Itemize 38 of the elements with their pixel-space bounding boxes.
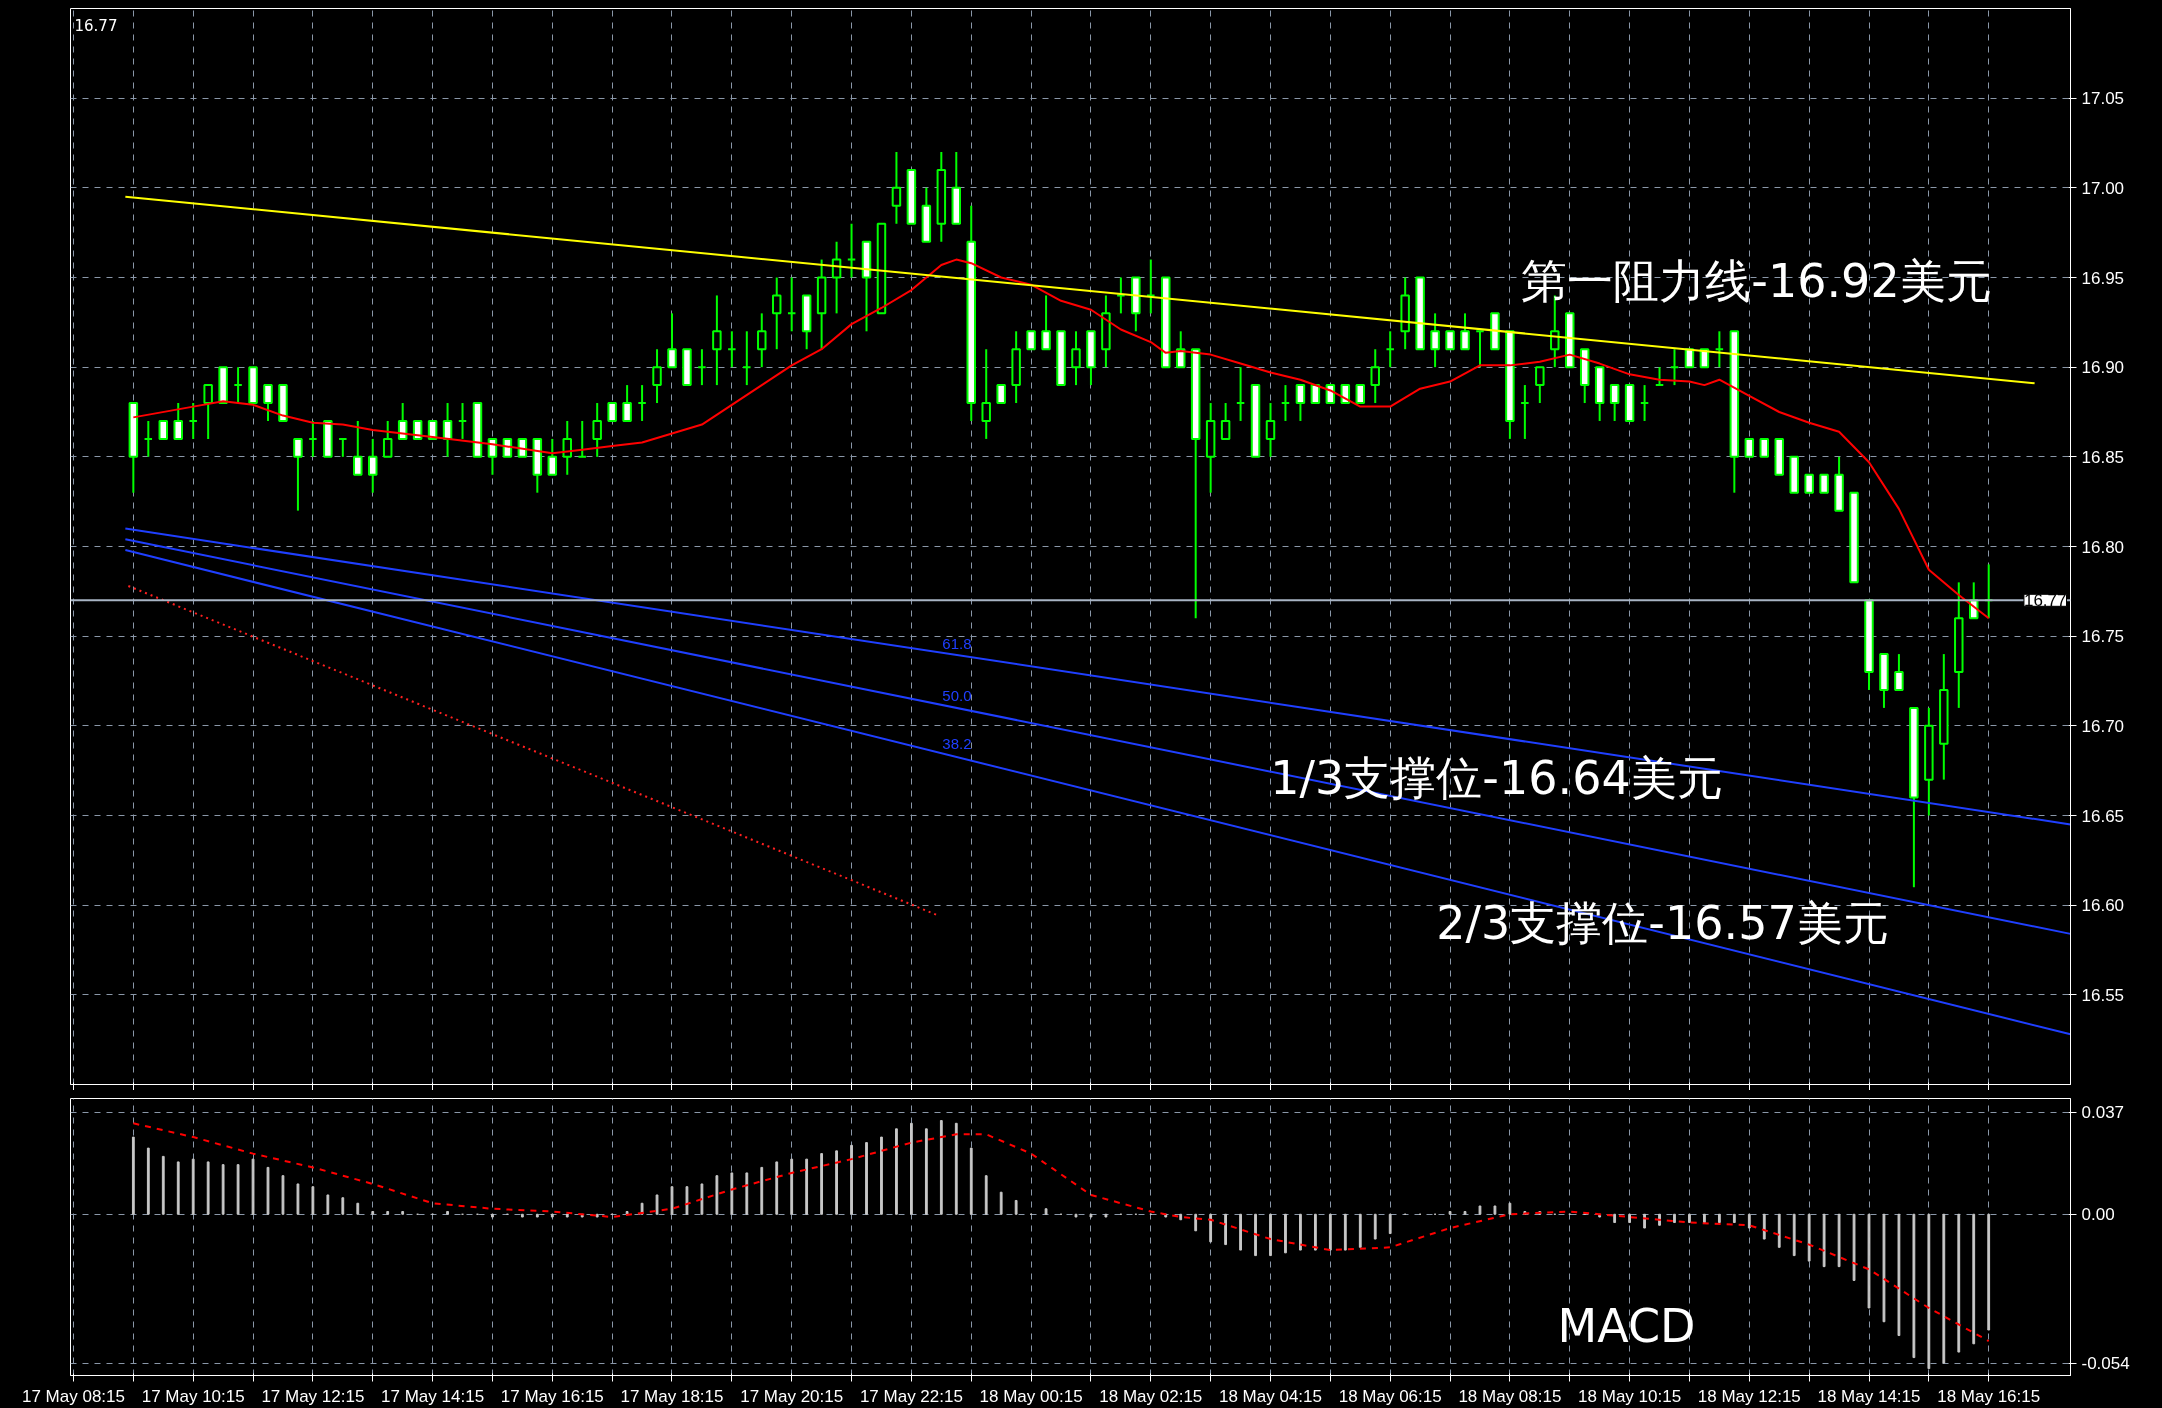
x-tick-label: 17 May 18:15: [620, 1386, 724, 1406]
y-tick-label: 17.05: [2081, 89, 2125, 109]
y-tick-label: 16.85: [2081, 447, 2125, 467]
x-tick-label: 17 May 14:15: [381, 1386, 485, 1406]
y-tick-label: 16.80: [2081, 537, 2125, 557]
ref-line-label: 16.77: [2023, 591, 2067, 611]
x-tick-label: 18 May 02:15: [1099, 1386, 1203, 1406]
series-label: 61.8: [942, 634, 972, 652]
x-tick-label: 18 May 04:15: [1218, 1386, 1323, 1406]
x-tick-label: 18 May 10:15: [1578, 1386, 1682, 1406]
x-tick-label: 17 May 16:15: [500, 1386, 604, 1406]
y-tick-label: 17.00: [2081, 178, 2125, 198]
y-tick-label: 16.90: [2081, 358, 2125, 378]
annotation: MACD: [1557, 1299, 1696, 1354]
x-tick-label: 18 May 16:15: [1937, 1386, 2041, 1406]
annotation: 16.77: [74, 16, 118, 35]
y-tick-label: 16.65: [2081, 806, 2125, 826]
y-tick-label: 16.55: [2081, 985, 2125, 1005]
x-tick-label: 18 May 14:15: [1817, 1386, 1921, 1406]
x-tick-label: 17 May 12:15: [261, 1386, 365, 1406]
x-tick-label: 17 May 22:15: [859, 1386, 963, 1406]
y-tick-label: 0.00: [2081, 1205, 2115, 1225]
x-tick-label: 17 May 20:15: [740, 1386, 844, 1406]
y-tick-label: 16.70: [2081, 716, 2125, 736]
x-tick-label: 18 May 08:15: [1458, 1386, 1562, 1406]
x-tick-label: 17 May 10:15: [141, 1386, 245, 1406]
x-tick-label: 18 May 00:15: [979, 1386, 1083, 1406]
x-tick-label: 18 May 12:15: [1697, 1386, 1801, 1406]
annotation: 第一阻力线-16.92美元: [1521, 253, 1992, 308]
y-tick-label: 16.60: [2081, 896, 2125, 916]
y-tick-label: 16.95: [2081, 268, 2125, 288]
y-tick-label: -0.054: [2081, 1354, 2130, 1374]
x-tick-label: 18 May 06:15: [1338, 1386, 1442, 1406]
y-tick-label: 0.037: [2081, 1103, 2125, 1123]
series-label: 38.2: [942, 735, 972, 753]
series-label: 50.0: [942, 687, 972, 705]
y-tick-label: 16.75: [2081, 627, 2125, 647]
x-tick-label: 17 May 08:15: [21, 1386, 125, 1406]
